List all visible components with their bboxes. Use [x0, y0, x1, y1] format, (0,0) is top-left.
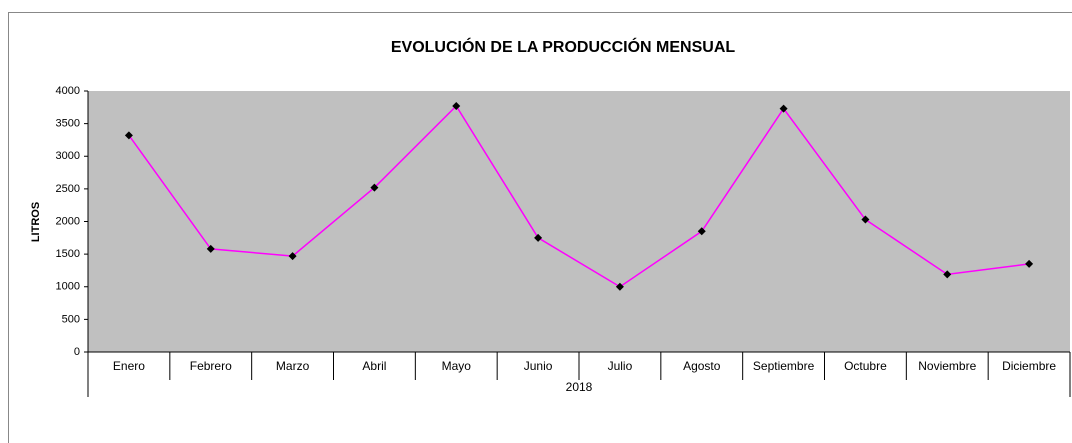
x-tick-label: Octubre	[844, 359, 887, 373]
y-axis-label: LITROS	[30, 202, 42, 242]
group-label: 2018	[566, 380, 593, 394]
chart-title: EVOLUCIÓN DE LA PRODUCCIÓN MENSUAL	[391, 37, 736, 56]
y-tick-label: 4000	[56, 85, 80, 97]
line	[128, 104, 1030, 288]
marker	[697, 227, 706, 236]
y-tick-label: 500	[62, 313, 80, 325]
plot-area	[88, 91, 1070, 352]
y-tick-label: 2500	[56, 183, 80, 195]
y-tick-label: 3000	[56, 150, 80, 162]
x-tick-label: Enero	[113, 359, 145, 373]
x-tick-label: Febrero	[190, 359, 232, 373]
marker	[288, 252, 297, 261]
x-tick-label: Marzo	[276, 359, 310, 373]
y-tick-label: 2000	[56, 215, 80, 227]
x-tick-label: Diciembre	[1002, 359, 1056, 373]
x-tick-label: Mayo	[442, 359, 472, 373]
x-tick-label: Julio	[608, 359, 633, 373]
marker	[1025, 259, 1034, 268]
marker	[779, 104, 788, 113]
x-tick-label: Noviembre	[918, 359, 976, 373]
y-tick-label: 3500	[56, 118, 80, 130]
marker	[206, 244, 215, 253]
marker	[534, 233, 543, 242]
x-tick-label: Agosto	[683, 359, 721, 373]
marker	[943, 270, 952, 279]
x-tick-label: Septiembre	[753, 359, 815, 373]
marker	[370, 183, 379, 192]
x-tick-label: Abril	[362, 359, 386, 373]
y-tick-label: 1000	[56, 281, 80, 293]
marker	[452, 102, 461, 111]
marker	[124, 131, 133, 140]
marker	[861, 215, 870, 224]
marker	[615, 282, 624, 291]
y-tick-label: 0	[74, 346, 80, 358]
y-tick-label: 1500	[56, 248, 80, 260]
x-tick-label: Junio	[524, 359, 553, 373]
